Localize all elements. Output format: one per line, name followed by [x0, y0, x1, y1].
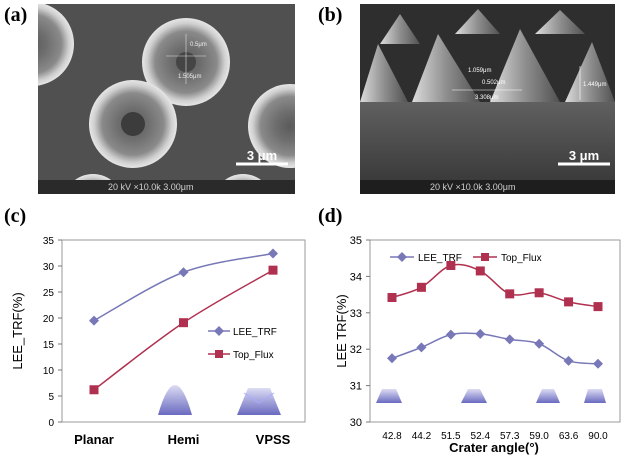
- crater-shape-icon-3: [536, 389, 560, 403]
- d-x-tick-label: 51.5: [441, 431, 461, 442]
- c-y-tick-label: 10: [43, 366, 55, 377]
- d-y-tick-label: 32: [350, 344, 362, 356]
- crater-shape-icon-2: [461, 389, 487, 403]
- d-y-tick-label: 30: [350, 417, 362, 429]
- annotation-b-3: 3.308μm: [475, 95, 498, 101]
- legend-label-d-1: Top_Flux: [501, 253, 542, 264]
- c-y-tick-label: 5: [48, 392, 54, 403]
- c-point-top-flux: [89, 385, 99, 395]
- panel-b-label: (b): [318, 4, 343, 26]
- d-point-lee-trf: [593, 358, 603, 369]
- c-point-lee-trf: [268, 248, 278, 259]
- sem-image-a: 0.5μm 1.505μm 20 kV ×10.0k 3.00μm 3 μm: [38, 4, 295, 194]
- d-x-tick-label: 63.6: [559, 431, 579, 442]
- d-point-top-flux: [505, 289, 515, 299]
- sem-info-b: 20 kV ×10.0k 3.00μm: [430, 182, 516, 192]
- d-point-top-flux: [475, 266, 485, 276]
- legend-d: LEE_TRF Top_Flux: [390, 252, 542, 264]
- sem-info-a: 20 kV ×10.0k 3.00μm: [108, 182, 194, 192]
- d-y-tick-label: 35: [350, 235, 362, 247]
- d-x-tick-label: 57.3: [500, 431, 520, 442]
- d-x-tick-label: 52.4: [471, 431, 491, 442]
- c-x-tick-label: Hemi: [168, 432, 200, 447]
- annotation-b-1: 1.059μm: [468, 68, 491, 74]
- c-point-lee-trf: [178, 267, 189, 278]
- c-point-top-flux: [268, 265, 278, 275]
- d-point-top-flux: [534, 288, 544, 298]
- panel-a-label: (a): [4, 4, 28, 26]
- d-y-tick-label: 31: [350, 381, 362, 393]
- d-x-tick-label: 42.8: [382, 431, 402, 442]
- y-axis-label-c: LEE_TRF(%): [10, 292, 25, 369]
- d-point-lee-trf: [445, 329, 456, 340]
- annotation-a-2: 1.505μm: [178, 74, 201, 80]
- d-point-top-flux: [446, 260, 456, 270]
- c-y-tick-label: 35: [43, 236, 55, 247]
- legend-label-d-0: LEE_TRF: [418, 253, 462, 264]
- chart-d: 30 31 32 33 34 35 42.8 44.2 51.5 52.4 57.3 59.0 63.6…: [334, 235, 621, 455]
- d-point-top-flux: [593, 302, 603, 312]
- sem-image-b: 1.059μm 0.502μm 3.308μm 1.449μm 20 kV ×1…: [360, 4, 615, 194]
- d-y-tick-label: 33: [350, 308, 362, 320]
- scale-bar-b: 3 μm: [569, 148, 599, 163]
- legend-label-c-0: LEE_TRF: [233, 327, 277, 338]
- panel-c-label: (c): [4, 205, 27, 227]
- x-axis-label-d: Crater angle(°): [449, 440, 539, 455]
- d-y-tick-label: 34: [350, 271, 362, 283]
- d-x-tick-label: 90.0: [588, 431, 608, 442]
- crater-shape-icon-1: [376, 389, 402, 403]
- plot-area-d: [369, 239, 621, 423]
- d-point-top-flux: [416, 282, 426, 292]
- legend-c: LEE_TRF Top_Flux: [208, 326, 277, 361]
- d-point-lee-trf: [534, 338, 545, 349]
- c-x-tick-label: Planar: [74, 432, 114, 447]
- d-point-lee-trf: [416, 342, 427, 353]
- annotation-a-1: 0.5μm: [190, 42, 207, 48]
- d-point-lee-trf: [387, 353, 397, 364]
- scale-bar-a: 3 μm: [247, 148, 277, 163]
- vpss-shape-icon: [237, 388, 281, 415]
- panel-d-label: (d): [318, 205, 343, 227]
- d-point-top-flux: [387, 293, 397, 303]
- c-point-top-flux: [179, 318, 188, 328]
- crater-shape-icon-4: [584, 389, 606, 403]
- d-point-top-flux: [564, 297, 574, 307]
- c-y-tick-label: 30: [43, 262, 55, 273]
- d-x-tick-label: 44.2: [412, 431, 432, 442]
- annotation-b-2: 0.502μm: [482, 80, 505, 86]
- c-y-tick-label: 15: [43, 340, 55, 351]
- c-y-tick-label: 25: [43, 288, 55, 299]
- c-x-tick-label: VPSS: [256, 432, 291, 447]
- y-axis-label-d: LEE TRF(%): [334, 294, 349, 367]
- d-point-lee-trf: [475, 328, 486, 339]
- c-y-tick-label: 0: [48, 418, 54, 429]
- annotation-b-4: 1.449μm: [583, 82, 606, 88]
- d-x-tick-label: 59.0: [529, 431, 549, 442]
- c-y-tick-label: 20: [43, 314, 55, 325]
- d-point-lee-trf: [504, 334, 515, 345]
- legend-label-c-1: Top_Flux: [233, 350, 274, 361]
- hemi-shape-icon: [158, 385, 192, 415]
- c-point-lee-trf: [89, 315, 99, 326]
- d-point-lee-trf: [563, 355, 574, 366]
